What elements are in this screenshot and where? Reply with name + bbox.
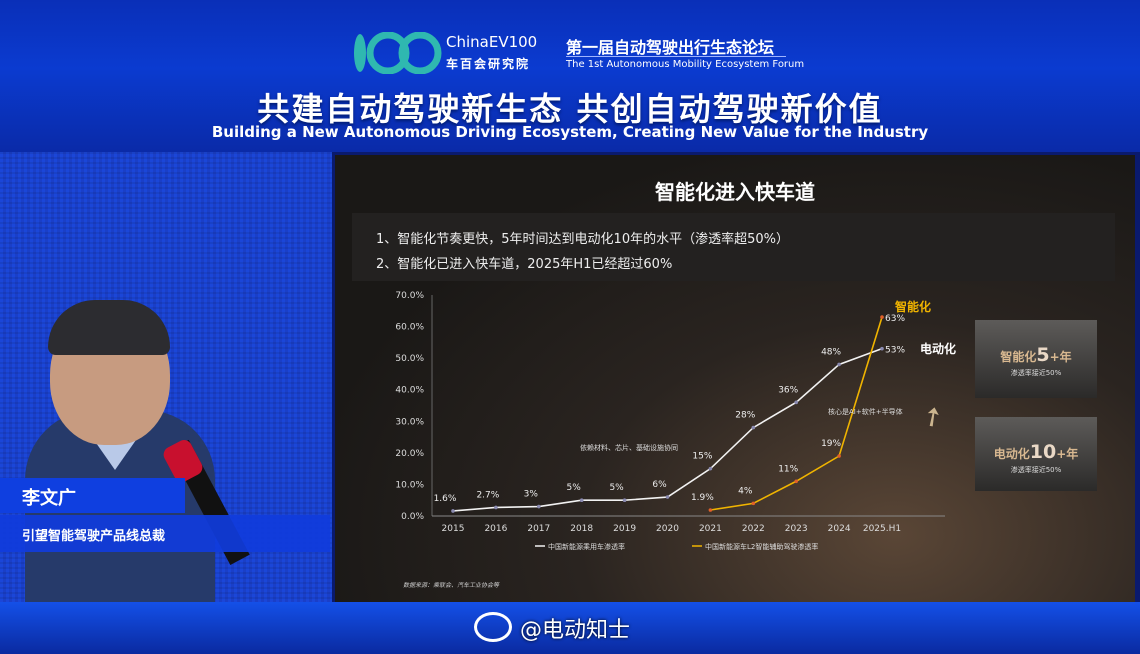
data-point [794,400,798,405]
weibo-icon [474,612,512,642]
annotation: 依赖材料、芯片、基础设施协同 [580,443,678,452]
card-suffix: +年 [1056,447,1079,461]
speaker-hair [48,300,170,355]
forum-title-en: The 1st Autonomous Mobility Ecosystem Fo… [566,59,805,70]
slide-title: 智能化进入快车道 [655,180,815,204]
y-tick-label: 10.0% [395,480,424,490]
slogan-en: Building a New Autonomous Driving Ecosys… [211,123,929,141]
data-point [794,479,798,484]
data-label: 63% [885,314,905,324]
y-tick-label: 70.0% [395,291,424,301]
data-point [665,495,670,499]
series-end-label: 智能化 [894,299,931,314]
card-suffix: +年 [1049,350,1072,364]
data-label: 2.7% [476,490,499,500]
card-number: 5 [1036,344,1050,366]
y-tick-label: 50.0% [395,354,424,364]
name-plate [0,478,185,513]
bullet-2: 2、智能化已进入快车道，2025年H1已经超过60% [376,257,673,272]
x-tick-label: 2024 [828,524,851,534]
annotation: 核心是AI+软件+半导体 [828,407,903,416]
data-label: 11% [778,464,798,474]
x-tick-label: 2015 [442,524,465,534]
bullet-1: 1、智能化节奏更快，5年时间达到电动化10年的水平（渗透率超50%） [376,232,789,247]
y-tick-label: 20.0% [395,449,424,459]
data-source: 数据来源：乘联会、汽车工业协会等 [403,582,500,589]
legend-label: 中国新能源车L2智能辅助驾驶渗透率 [705,542,818,551]
data-point [880,315,884,319]
data-label: 48% [821,347,841,357]
data-point [622,498,627,503]
data-point [537,504,541,509]
y-tick-label: 0.0% [401,512,424,522]
data-label: 5% [609,483,624,493]
x-tick-label: 2025.H1 [863,524,901,534]
chinaev100-logo-icon [354,32,442,74]
data-point [751,425,756,430]
data-point [751,501,756,506]
card-number: 10 [1029,441,1057,463]
data-label: 53% [885,346,905,356]
title-plate [0,515,330,552]
card-heading: 智能化5+年 [975,344,1097,366]
card-sub: 渗透率接近50% [1010,466,1062,474]
card-prefix: 电动化 [993,447,1030,461]
data-label: 15% [692,452,712,462]
x-tick-label: 2019 [613,524,636,534]
card-heading: 电动化10+年 [975,441,1097,463]
logo-text-en: ChinaEV100 [446,33,538,51]
data-point [708,508,713,512]
forum-divider [566,56,786,57]
x-tick-label: 2017 [527,524,550,534]
legend-label: 中国新能源乘用车渗透率 [548,542,625,551]
series-end-label: 电动化 [920,341,956,356]
card-prefix: 智能化 [1000,350,1037,364]
data-label: 36% [778,385,798,395]
card-sub: 渗透率接近50% [1010,369,1062,377]
x-tick-label: 2016 [484,524,507,534]
data-point [837,362,841,367]
event-banner [0,0,1140,152]
data-label: 1.6% [434,494,457,504]
x-tick-label: 2018 [570,524,593,534]
data-label: 28% [735,411,755,421]
data-point [579,498,584,503]
data-label: 3% [524,490,539,500]
y-tick-label: 40.0% [395,386,424,396]
data-label: 19% [821,439,841,449]
speaker-name: 李文广 [22,488,76,509]
intelligence-years-card: 智能化5+年 渗透率接近50% [975,320,1097,398]
x-tick-label: 2022 [742,524,765,534]
forum-title-cn: 第一届自动驾驶出行生态论坛 [566,38,775,57]
electrification-years-card: 电动化10+年 渗透率接近50% [975,417,1097,491]
y-tick-label: 30.0% [395,417,424,427]
speaker-title: 引望智能驾驶产品线总裁 [22,529,166,544]
watermark: @电动知士 [520,618,631,643]
logo-text-cn: 车百会研究院 [446,57,531,71]
bullet-box [352,213,1115,281]
data-point [708,466,713,471]
data-label: 6% [652,480,667,490]
x-tick-label: 2023 [785,524,808,534]
data-label: 4% [738,486,753,496]
data-label: 5% [567,483,582,493]
data-point [494,505,498,510]
slogan: 共建自动驾驶新生态 共创自动驾驶新价值 [257,90,883,128]
data-point [880,346,884,351]
data-point [451,509,455,513]
x-tick-label: 2021 [699,524,722,534]
bottom-banner [0,602,1140,654]
y-tick-label: 60.0% [395,323,424,333]
x-tick-label: 2020 [656,524,679,534]
data-point [837,454,841,458]
data-label: 1.9% [691,493,714,503]
series-line-0 [452,347,883,512]
